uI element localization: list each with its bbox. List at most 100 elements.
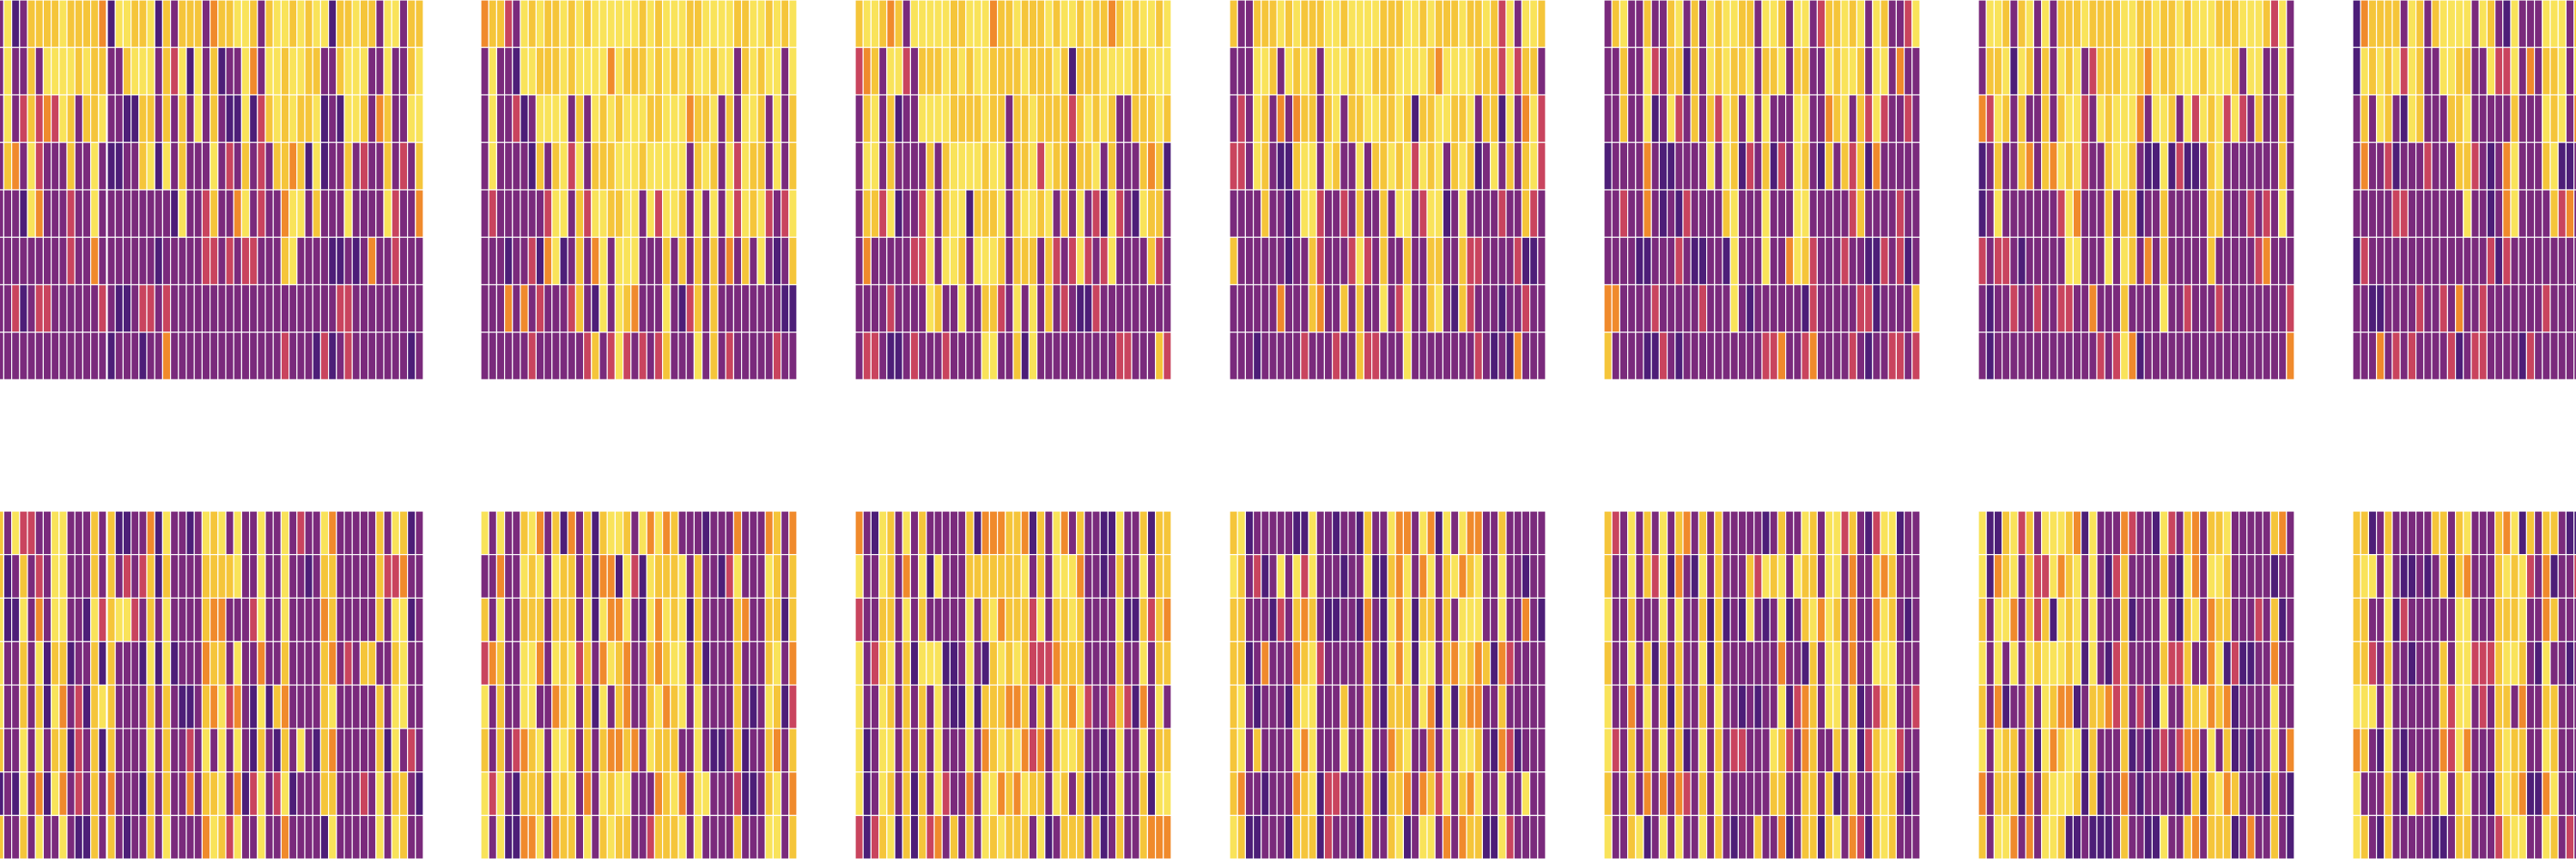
heatmap-cell bbox=[50, 641, 60, 686]
heatmap-cell bbox=[1107, 94, 1117, 143]
heatmap-cell bbox=[280, 236, 290, 286]
heatmap-cell bbox=[2407, 94, 2417, 143]
heatmap-cell bbox=[1020, 283, 1030, 333]
heatmap-cell bbox=[1099, 728, 1109, 773]
heatmap-cell bbox=[1123, 46, 1133, 96]
heatmap-cell bbox=[862, 597, 872, 643]
heatmap-cell bbox=[1978, 332, 1987, 381]
heatmap-cell bbox=[1131, 771, 1140, 816]
heatmap-cell bbox=[1300, 283, 1309, 333]
heatmap-cell bbox=[957, 597, 967, 643]
heatmap-cell bbox=[1864, 728, 1874, 773]
heatmap-cell bbox=[2041, 94, 2050, 143]
heatmap-cell bbox=[27, 510, 36, 556]
heatmap-cell bbox=[1052, 510, 1061, 556]
heatmap-cell bbox=[614, 641, 624, 686]
heatmap-cell bbox=[764, 189, 775, 238]
heatmap-cell bbox=[2463, 510, 2472, 556]
heatmap-cell bbox=[2423, 236, 2433, 286]
heatmap-cell bbox=[2254, 771, 2263, 816]
heatmap-cell bbox=[1268, 46, 1278, 96]
heatmap-cell bbox=[646, 236, 656, 286]
heatmap-cell bbox=[2463, 554, 2472, 599]
heatmap-cell bbox=[646, 189, 656, 238]
heatmap-cell bbox=[2143, 641, 2153, 686]
heatmap-cell bbox=[2104, 728, 2113, 773]
heatmap-cell bbox=[1682, 283, 1692, 333]
heatmap-cell bbox=[933, 597, 943, 643]
heatmap-cell bbox=[2399, 94, 2409, 143]
heatmap-cell bbox=[138, 142, 148, 191]
heatmap-cell bbox=[1084, 597, 1093, 643]
heatmap-cell bbox=[3, 554, 13, 599]
heatmap-cell bbox=[725, 283, 735, 333]
heatmap-cell bbox=[1698, 0, 1708, 48]
heatmap-cell bbox=[1268, 684, 1278, 729]
heatmap-cell bbox=[1528, 142, 1539, 191]
heatmap-cell bbox=[1387, 142, 1396, 191]
heatmap-cell bbox=[1993, 814, 2003, 859]
heatmap-cell bbox=[1363, 510, 1373, 556]
heatmap-cell bbox=[2486, 554, 2496, 599]
heatmap-cell bbox=[2167, 332, 2177, 381]
heatmap-cell bbox=[1028, 814, 1038, 859]
heatmap-cell bbox=[894, 46, 903, 96]
heatmap-cell bbox=[131, 597, 140, 643]
heatmap-cell bbox=[1449, 684, 1460, 729]
heatmap-cell bbox=[304, 142, 313, 191]
heatmap-cell bbox=[1163, 332, 1172, 381]
heatmap-cell bbox=[2286, 94, 2295, 143]
heatmap-cell bbox=[1848, 46, 1857, 96]
heatmap-cell bbox=[1872, 510, 1881, 556]
heatmap-cell bbox=[1308, 641, 1317, 686]
heatmap-cell bbox=[1466, 641, 1475, 686]
heatmap-cell bbox=[1229, 510, 1238, 556]
heatmap-cell bbox=[82, 597, 92, 643]
heatmap-cell bbox=[1044, 771, 1054, 816]
heatmap-cell bbox=[1887, 236, 1897, 286]
heatmap-cell bbox=[1131, 814, 1140, 859]
heatmap-cell bbox=[1626, 814, 1637, 859]
heatmap-cell bbox=[193, 510, 203, 556]
heatmap-cell bbox=[1268, 728, 1278, 773]
heatmap-cell bbox=[2286, 0, 2295, 48]
heatmap-cell bbox=[949, 597, 959, 643]
heatmap-cell bbox=[1236, 510, 1246, 556]
heatmap-cell bbox=[854, 236, 864, 286]
heatmap-cell bbox=[1658, 236, 1668, 286]
heatmap-cell bbox=[957, 94, 967, 143]
heatmap-cell bbox=[2120, 0, 2129, 48]
heatmap-cell bbox=[902, 332, 911, 381]
heatmap-cell bbox=[1044, 728, 1054, 773]
heatmap-cell bbox=[98, 554, 107, 599]
heatmap-cell bbox=[1291, 684, 1302, 729]
heatmap-cell bbox=[519, 142, 529, 191]
heatmap-cell bbox=[693, 641, 703, 686]
heatmap-cell bbox=[717, 332, 726, 381]
heatmap-cell bbox=[1052, 554, 1061, 599]
heatmap-cell bbox=[2175, 94, 2184, 143]
heatmap-cell bbox=[2262, 684, 2271, 729]
heatmap-cell bbox=[512, 142, 521, 191]
heatmap-cell bbox=[398, 641, 409, 686]
heatmap-cell bbox=[1985, 771, 1995, 816]
heatmap-cell bbox=[1020, 0, 1030, 48]
heatmap-cell bbox=[1537, 641, 1546, 686]
heatmap-cell bbox=[996, 189, 1006, 238]
heatmap-cell bbox=[1020, 684, 1030, 729]
heatmap-cell bbox=[574, 814, 585, 859]
heatmap-cell bbox=[74, 332, 83, 381]
heatmap-cell bbox=[131, 728, 140, 773]
heatmap-cell bbox=[1252, 684, 1262, 729]
heatmap-cell bbox=[732, 641, 743, 686]
heatmap-cell bbox=[717, 684, 726, 729]
heatmap-cell bbox=[2502, 94, 2512, 143]
heatmap-cell bbox=[2143, 189, 2153, 238]
heatmap-cell bbox=[34, 771, 45, 816]
heatmap-cell bbox=[407, 554, 416, 599]
heatmap-cell bbox=[1650, 236, 1660, 286]
heatmap-cell bbox=[559, 283, 568, 333]
heatmap-cell bbox=[973, 46, 982, 96]
heatmap-cell bbox=[1521, 597, 1531, 643]
heatmap-cell bbox=[886, 236, 896, 286]
